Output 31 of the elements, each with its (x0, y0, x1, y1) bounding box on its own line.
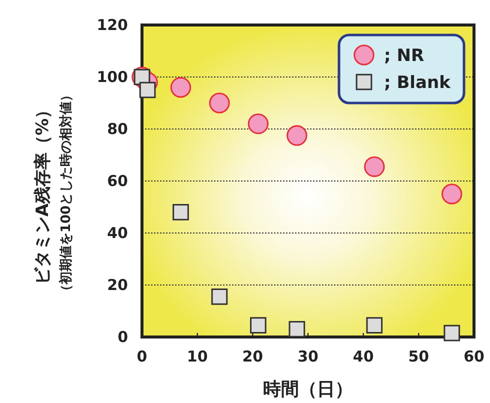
y-tick-label: 80 (107, 120, 128, 138)
point (366, 317, 383, 334)
legend-label: ; Blank (384, 73, 452, 93)
point (442, 184, 462, 204)
point (248, 113, 269, 134)
x-axis-title: 時間（日） (263, 379, 353, 400)
x-tick-label: 0 (136, 348, 148, 366)
point (364, 156, 385, 178)
point (286, 125, 308, 146)
y-tick-label: 40 (107, 224, 128, 242)
x-tick-label: 30 (298, 348, 318, 366)
y-tick-label: 0 (118, 328, 128, 346)
point (250, 317, 266, 334)
x-tick-label: 10 (186, 348, 208, 366)
y-tick-label: 100 (96, 68, 128, 86)
legend-label: ; NR (384, 46, 424, 66)
point (172, 204, 189, 220)
x-tick-label: 60 (464, 348, 484, 366)
x-tick-label: 40 (352, 348, 374, 366)
point (444, 324, 460, 342)
x-tick-label: 20 (242, 348, 264, 366)
point (211, 288, 228, 305)
point (139, 82, 156, 98)
point (209, 92, 230, 114)
point (170, 77, 192, 98)
y-tick-label: 20 (107, 276, 128, 294)
point (288, 321, 306, 338)
x-tick-label: 50 (408, 348, 430, 366)
y-tick-label: 60 (107, 172, 128, 190)
y-tick-label: 120 (96, 16, 128, 34)
y-axis-title: ビタミンA残存率（%）（初期値を100とした時の相対値） (33, 88, 74, 298)
